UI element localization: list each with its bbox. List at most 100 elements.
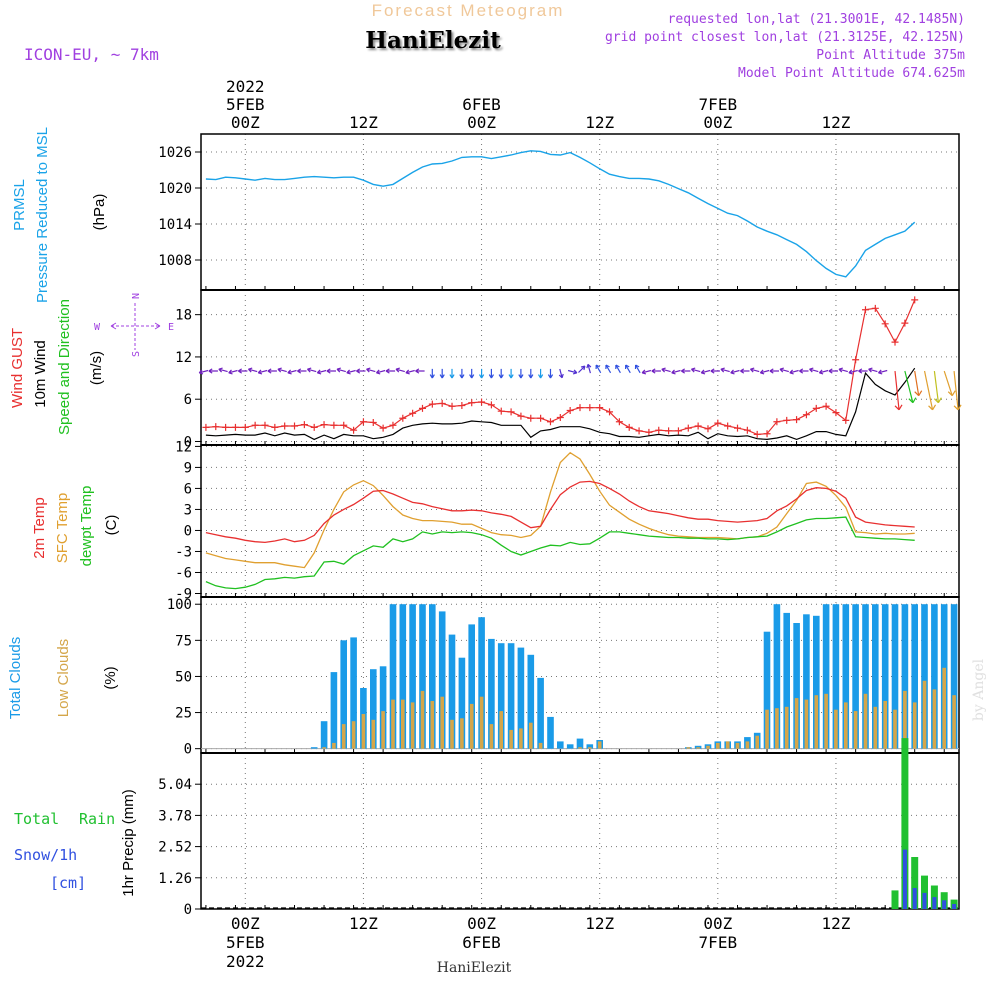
gust-marker	[596, 404, 604, 412]
wind-direction-arrow	[894, 370, 900, 410]
wind-direction-arrow	[228, 369, 238, 375]
total-cloud-bar	[793, 623, 800, 749]
low-cloud-bar	[794, 698, 799, 749]
wind-direction-arrow	[625, 364, 631, 374]
info-line-2: grid point closest lon,lat (21.3125E, 42…	[605, 30, 965, 45]
top-date-label: 6FEB	[462, 95, 501, 114]
total-cloud-bar	[399, 604, 407, 749]
low-cloud-bar	[519, 728, 523, 749]
low-cloud-bar	[578, 747, 582, 749]
wind-direction-arrow	[680, 368, 691, 374]
low-cloud-bar	[716, 742, 720, 749]
gust-marker	[389, 421, 397, 429]
gust-marker	[468, 399, 476, 407]
wind-direction-arrow	[547, 368, 554, 379]
total-cloud-bar	[488, 638, 495, 749]
low-cloud-bar	[922, 680, 927, 749]
low-cloud-bar	[853, 711, 858, 749]
top-hour-label: 12Z	[585, 113, 614, 132]
wind-unit: (m/s)	[88, 351, 105, 385]
gust-marker	[743, 426, 751, 434]
low-cloud-bar	[873, 706, 878, 749]
gust-marker	[842, 416, 850, 424]
total-cloud-bar	[310, 747, 318, 749]
low-cloud-bar	[814, 695, 819, 749]
wind-direction-arrow	[415, 368, 425, 374]
station-title: HaniElezit	[365, 27, 501, 54]
pressure-name: PRMSL	[11, 179, 28, 231]
gust-marker	[310, 423, 318, 431]
wind-direction-arrow	[595, 364, 602, 374]
total-clouds-label: Total Clouds	[7, 637, 24, 720]
gust-marker	[724, 422, 732, 430]
wind-direction-arrow	[868, 367, 878, 373]
gust-marker	[251, 421, 259, 429]
gust-marker	[438, 399, 446, 407]
total-cloud-bar	[537, 677, 544, 749]
total-cloud-bar	[813, 615, 820, 749]
total-cloud-bar	[419, 604, 426, 749]
gust-marker	[615, 418, 623, 426]
total-cloud-bar	[517, 647, 525, 749]
low-cloud-bar	[863, 693, 868, 749]
top-hour-label: 12Z	[349, 113, 378, 132]
wind-direction-arrow	[488, 368, 495, 379]
total-cloud-bar	[763, 631, 771, 749]
bottom-hour-label: 00Z	[467, 914, 496, 933]
total-cloud-bar	[330, 672, 338, 749]
top-hour-label: 00Z	[467, 113, 496, 132]
wind-direction-arrow	[218, 367, 228, 373]
gust-marker	[714, 419, 722, 427]
gust-marker	[241, 423, 249, 431]
gust-marker	[684, 424, 692, 432]
wind-direction-arrow	[710, 368, 720, 374]
wind-direction-arrow	[769, 368, 779, 374]
wind-speed-label: Speed and Direction	[56, 299, 73, 435]
wind-direction-arrow	[346, 369, 356, 375]
low-cloud-bar	[725, 741, 730, 749]
gust-marker	[231, 423, 239, 431]
wind-direction-arrow	[375, 369, 386, 375]
total-cloud-bar	[822, 604, 830, 749]
dewpt-line	[205, 516, 915, 590]
top-hour-label: 12Z	[821, 113, 850, 132]
gust-marker	[852, 356, 860, 364]
ytick-label-pressure: 1008	[158, 253, 192, 269]
low-cloud-bar	[588, 747, 592, 749]
wind-direction-arrow	[828, 368, 838, 374]
wind-direction-arrow	[395, 367, 405, 373]
wind-direction-arrow	[914, 390, 923, 397]
gust-marker	[458, 402, 466, 410]
rain-bar	[891, 890, 899, 909]
wind-direction-arrow	[306, 367, 317, 373]
info-line-4: Model Point Altitude 674.625m	[738, 66, 965, 81]
low-cloud-bar	[775, 708, 779, 749]
gust-marker	[566, 406, 574, 414]
ytick-label-clouds: 75	[175, 633, 192, 649]
wind-direction-arrow	[257, 369, 268, 375]
low-cloud-bar	[745, 741, 750, 749]
total-cloud-bar	[773, 604, 781, 749]
ytick-label-wind: 12	[175, 350, 192, 366]
wind-direction-arrow	[578, 365, 586, 373]
ytick-label-wind: 0	[184, 434, 192, 450]
wind-direction-arrow	[439, 368, 445, 379]
gust-marker	[359, 418, 367, 426]
low-cloud-bar	[381, 711, 385, 749]
low-cloud-bar	[430, 701, 435, 749]
total-cloud-bar	[497, 643, 505, 749]
gust-marker	[497, 407, 505, 415]
gust-marker	[507, 408, 515, 416]
wind-direction-arrow	[914, 370, 920, 396]
precip-rain-label: Rain	[79, 810, 115, 828]
low-cloud-bar	[420, 690, 425, 749]
ytick-label-clouds: 100	[167, 597, 192, 613]
pressure-unit: (hPa)	[91, 194, 108, 231]
wind-direction-arrow	[459, 368, 465, 379]
gust-marker	[202, 423, 210, 431]
ytick-label-pressure: 1020	[158, 181, 192, 197]
wind-direction-arrow	[858, 368, 868, 374]
gust-marker	[340, 421, 348, 429]
low-cloud-bar	[509, 729, 513, 749]
gust-marker	[773, 418, 781, 426]
